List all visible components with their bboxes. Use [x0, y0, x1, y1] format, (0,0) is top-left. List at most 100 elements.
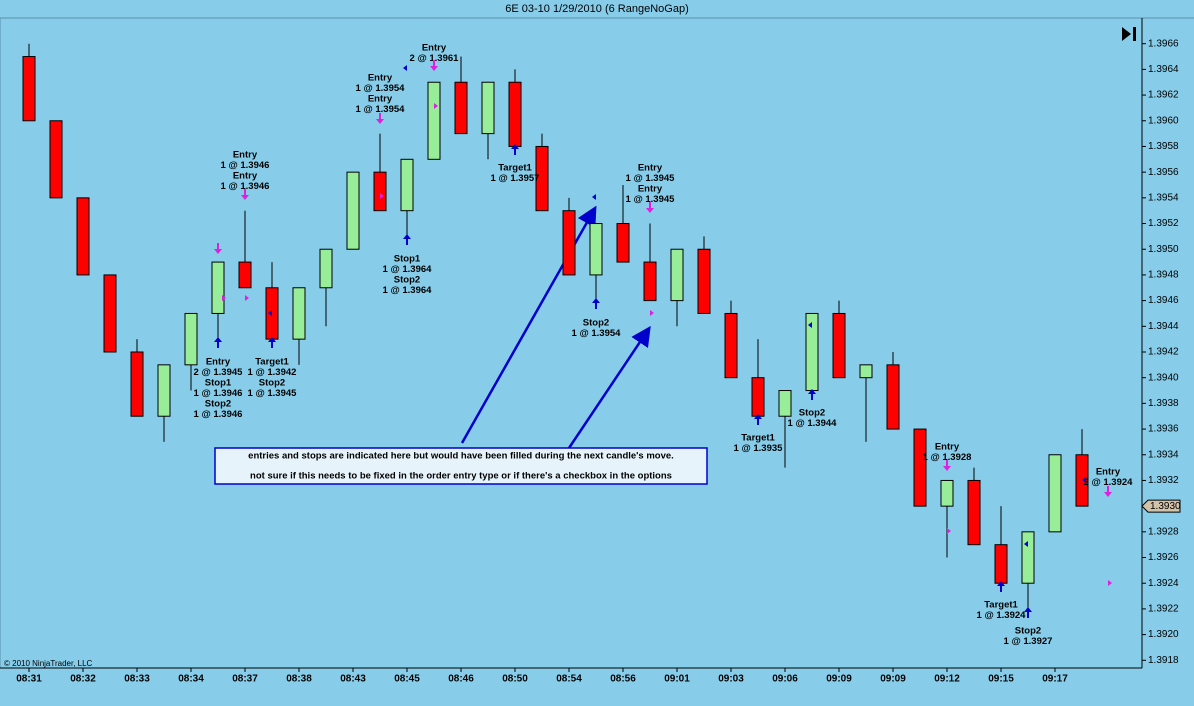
y-tick-label: 1.3950 — [1148, 244, 1179, 255]
y-tick-label: 1.3918 — [1148, 655, 1179, 666]
candle-body — [643, 261, 657, 302]
candle-body — [508, 81, 522, 147]
candle-body — [670, 248, 684, 302]
candle-body — [157, 364, 171, 417]
fill-marker — [268, 310, 272, 316]
order-annotation: 1 @ 1.3942 — [248, 367, 297, 378]
order-annotation: 1 @ 1.3964 — [383, 264, 433, 275]
last-price-label: 1.3930 — [1150, 501, 1181, 512]
order-annotation: Entry — [935, 442, 960, 453]
order-annotation: 1 @ 1.3928 — [923, 452, 972, 463]
candle-body — [778, 390, 792, 417]
x-tick-label: 08:37 — [232, 674, 258, 685]
x-tick-label: 09:03 — [718, 674, 744, 685]
candle-body — [1048, 454, 1062, 533]
callout-arrow — [567, 325, 651, 449]
fill-marker — [222, 295, 226, 301]
y-tick-label: 1.3946 — [1148, 295, 1179, 306]
x-tick-label: 08:46 — [448, 674, 474, 685]
y-tick-label: 1.3964 — [1148, 64, 1179, 75]
candle-body — [22, 56, 36, 122]
x-tick-label: 09:17 — [1042, 674, 1068, 685]
candle-body — [1075, 454, 1089, 507]
x-tick-label: 08:33 — [124, 674, 150, 685]
order-annotation: 1 @ 1.3954 — [572, 328, 622, 339]
fill-arrow — [808, 389, 816, 400]
last-price-box — [1141, 499, 1181, 513]
y-tick-label: 1.3936 — [1148, 424, 1179, 435]
fill-arrow — [754, 414, 762, 425]
x-tick-label: 08:50 — [502, 674, 528, 685]
x-tick-label: 08:34 — [178, 674, 204, 685]
x-tick-label: 08:32 — [70, 674, 96, 685]
callout-text: entries and stops are indicated here but… — [248, 451, 674, 462]
plot-area — [0, 17, 1143, 669]
candle-body — [886, 364, 900, 430]
candle-body — [697, 248, 711, 314]
order-annotation: Entry — [422, 43, 447, 54]
y-tick-label: 1.3942 — [1148, 347, 1179, 358]
candle-body — [76, 197, 90, 276]
y-tick-label: 1.3926 — [1148, 552, 1179, 563]
order-annotation: Entry — [368, 94, 393, 105]
fill-arrow — [1104, 486, 1112, 497]
y-tick-label: 1.3944 — [1148, 321, 1179, 332]
x-tick-label: 09:12 — [934, 674, 960, 685]
order-annotation: Stop2 — [205, 399, 231, 410]
y-tick-label: 1.3932 — [1148, 475, 1179, 486]
fill-marker — [1082, 477, 1086, 483]
candle-body — [967, 479, 981, 546]
order-annotation: 1 @ 1.3946 — [221, 181, 270, 192]
fill-arrow — [268, 337, 276, 348]
y-tick-label: 1.3952 — [1148, 218, 1179, 229]
order-annotation: 1 @ 1.3945 — [626, 173, 676, 184]
order-annotation: Target1 — [741, 433, 775, 444]
candle-body — [238, 261, 252, 289]
order-annotation: Stop2 — [583, 318, 609, 329]
fill-marker — [947, 528, 951, 534]
order-annotation: 1 @ 1.3924 — [977, 610, 1027, 621]
candle-body — [400, 158, 414, 212]
fill-marker — [434, 103, 438, 109]
candle-body — [724, 312, 738, 379]
fill-arrow — [943, 460, 951, 471]
order-annotation: 1 @ 1.3945 — [626, 194, 676, 205]
candle-body — [373, 171, 387, 212]
candle-body — [751, 377, 765, 417]
order-annotation: 1 @ 1.3964 — [383, 285, 433, 296]
order-annotation: Stop2 — [394, 275, 420, 286]
candle-body — [1021, 531, 1035, 584]
candle-body — [616, 223, 630, 263]
x-tick-label: 08:43 — [340, 674, 366, 685]
candle-body — [427, 81, 441, 160]
fill-marker — [1024, 541, 1028, 547]
order-annotation: 1 @ 1.3946 — [221, 160, 270, 171]
order-annotation: Target1 — [984, 600, 1018, 611]
order-annotation: Entry — [206, 357, 231, 368]
candle-body — [535, 145, 549, 212]
candle-body — [832, 312, 846, 379]
x-tick-label: 08:31 — [16, 674, 42, 685]
fill-arrow — [511, 144, 519, 155]
order-annotation: Stop1 — [394, 254, 421, 265]
fill-marker — [403, 65, 407, 71]
chart-title: 6E 03-10 1/29/2010 (6 RangeNoGap) — [505, 3, 688, 15]
y-tick-label: 1.3962 — [1148, 90, 1179, 101]
candle-body — [184, 312, 198, 366]
order-annotation: 1 @ 1.3946 — [194, 388, 243, 399]
scroll-end-icon[interactable] — [1122, 27, 1136, 41]
fill-marker — [808, 322, 812, 328]
candle-body — [562, 210, 576, 276]
order-annotation: Target1 — [498, 163, 532, 174]
fill-arrow — [214, 243, 222, 254]
y-tick-label: 1.3934 — [1148, 449, 1179, 460]
candle-body — [346, 171, 360, 250]
candle-body — [994, 544, 1008, 584]
y-tick-label: 1.3966 — [1148, 38, 1179, 49]
x-tick-label: 08:54 — [556, 674, 582, 685]
fill-arrow — [376, 113, 384, 124]
order-annotation: 1 @ 1.3946 — [194, 409, 243, 420]
order-annotation: Entry — [638, 163, 663, 174]
order-annotation: 1 @ 1.3944 — [788, 418, 838, 429]
